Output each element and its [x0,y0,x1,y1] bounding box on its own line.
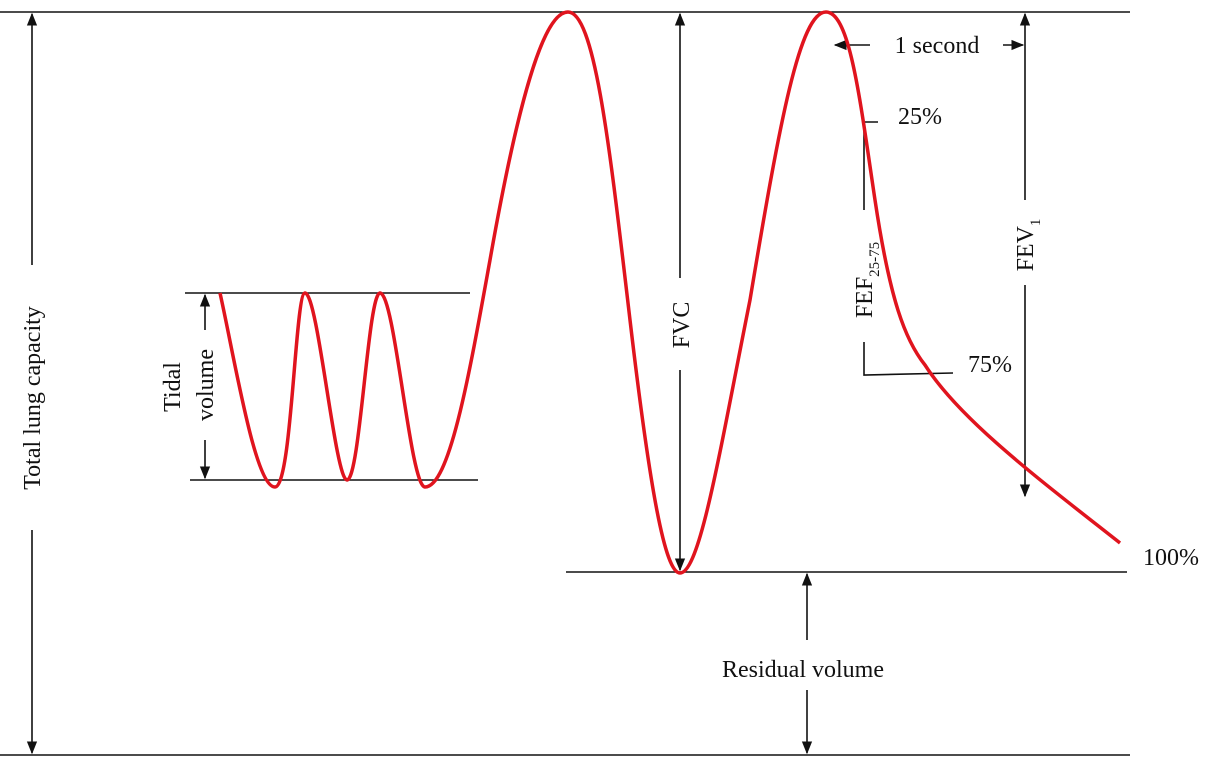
residual-volume-label: Residual volume [722,657,884,683]
volume-label: volume [193,349,219,421]
tidal-label: Tidal [160,362,186,412]
pct-100-label: 100% [1143,545,1199,571]
pct-25-label: 25% [898,104,942,130]
pct-75-label: 75% [968,352,1012,378]
one-second-label: 1 second [895,33,980,59]
fvc-label: FVC [669,302,695,349]
fef25-75-label: FEF25-75 [852,242,883,318]
fev1-label: FEV1 [1013,219,1044,272]
total-lung-capacity-label: Total lung capacity [20,306,46,490]
volume-curve [218,10,1122,575]
